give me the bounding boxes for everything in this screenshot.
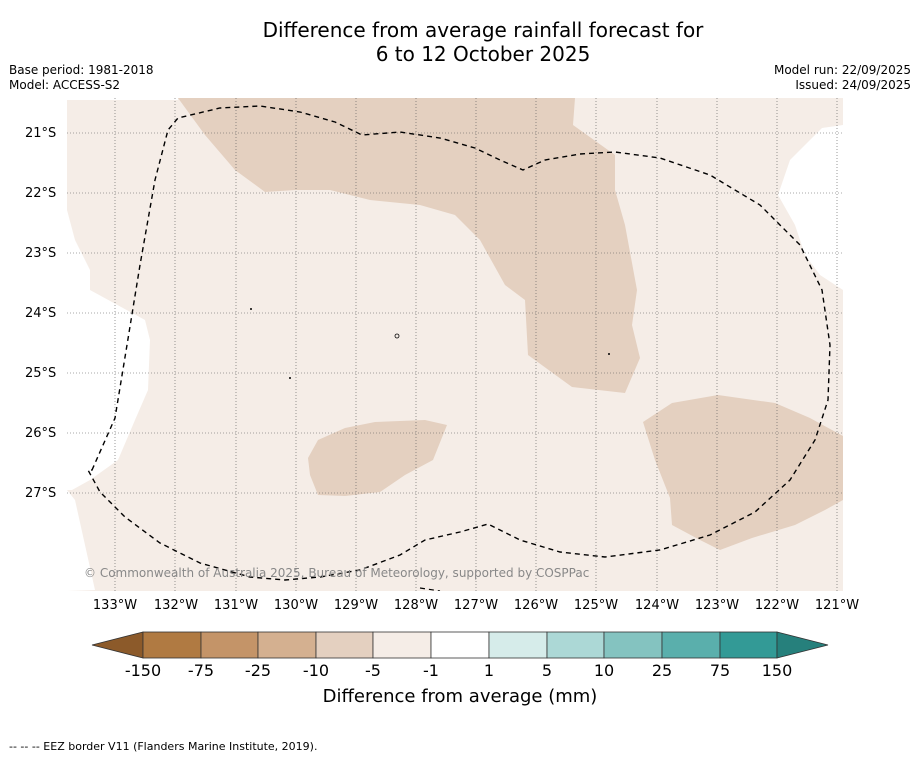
lat-label-22s: 22°S: [25, 186, 57, 201]
colorbar-label-10: 10: [593, 661, 615, 680]
colorbar-arrow-left: [91, 631, 144, 659]
model-name: Model: ACCESS-S2: [9, 78, 121, 92]
lon-label-126w: 126°W: [513, 598, 559, 613]
meta-right: Model run: 22/09/2025 Issued: 24/09/2025: [774, 63, 911, 93]
lon-label-129w: 129°W: [333, 598, 379, 613]
white-area-west-band: [67, 210, 150, 490]
colorbar-label-neg25: -25: [244, 661, 272, 680]
chart-title: Difference from average rainfall forecas…: [0, 18, 919, 66]
eez-border: [86, 105, 831, 581]
lon-label-128w: 128°W: [393, 598, 439, 613]
lon-label-122w: 122°W: [754, 598, 800, 613]
title-line-1: Difference from average rainfall forecas…: [262, 18, 704, 42]
colorbar-title: Difference from average (mm): [322, 686, 598, 707]
meta-left: Base period: 1981-2018 Model: ACCESS-S2: [9, 63, 154, 93]
lon-label-123w: 123°W: [694, 598, 740, 613]
colorbar-label-25: 25: [651, 661, 673, 680]
lat-label-27s: 27°S: [25, 486, 57, 501]
white-area-west: [67, 98, 178, 100]
colorbar-label-neg10: -10: [302, 661, 330, 680]
lon-label-131w: 131°W: [213, 598, 259, 613]
colorbar-segment-2: [200, 631, 259, 659]
title-line-2: 6 to 12 October 2025: [375, 42, 591, 66]
lon-label-125w: 125°W: [573, 598, 619, 613]
lat-label-26s: 26°S: [25, 426, 57, 441]
copyright-notice: © Commonwealth of Australia 2025, Bureau…: [84, 566, 590, 580]
white-area-east: [778, 98, 843, 290]
lon-label-130w: 130°W: [273, 598, 319, 613]
gridlines: [67, 98, 843, 591]
lat-label-23s: 23°S: [25, 246, 57, 261]
lon-label-124w: 124°W: [634, 598, 680, 613]
colorbar-label-1: 1: [483, 661, 495, 680]
lon-label-121w: 121°W: [814, 598, 860, 613]
lat-label-25s: 25°S: [25, 366, 57, 381]
colorbar-label-neg75: -75: [187, 661, 215, 680]
colorbar-label-150: 150: [761, 661, 793, 680]
base-period: Base period: 1981-2018: [9, 63, 154, 77]
colorbar-segment-3: [257, 631, 317, 659]
colorbar-segment-5: [372, 631, 432, 659]
lat-label-21s: 21°S: [25, 126, 57, 141]
colorbar-segment-9: [603, 631, 663, 659]
dry-patch-southeast: [643, 395, 843, 550]
island-3: [289, 377, 291, 379]
eez-footnote: -- -- -- EEZ border V11 (Flanders Marine…: [9, 740, 318, 753]
lon-label-127w: 127°W: [453, 598, 499, 613]
island-4: [608, 353, 610, 355]
colorbar-segment-7: [488, 631, 548, 659]
colorbar-label-75: 75: [709, 661, 731, 680]
lon-label-133w: 133°W: [92, 598, 138, 613]
colorbar-label-neg1: -1: [423, 661, 439, 680]
dry-patch-north: [178, 98, 640, 393]
island-1: [250, 308, 252, 310]
colorbar-label-5: 5: [541, 661, 553, 680]
eez-border-segment: [419, 587, 441, 591]
issued-date: Issued: 24/09/2025: [795, 78, 911, 92]
model-run: Model run: 22/09/2025: [773, 63, 911, 77]
colorbar-label-neg150: -150: [124, 661, 162, 680]
colorbar-label-neg5: -5: [365, 661, 381, 680]
lon-label-132w: 132°W: [153, 598, 199, 613]
colorbar-segment-8: [546, 631, 605, 659]
colorbar-segment-4: [315, 631, 374, 659]
lat-label-24s: 24°S: [25, 306, 57, 321]
colorbar-segment-11: [719, 631, 778, 659]
dry-patch-southwest: [308, 420, 447, 496]
colorbar-arrow-right: [776, 631, 829, 659]
white-area-southwest: [67, 490, 95, 591]
island-2: [394, 333, 400, 339]
colorbar-segment-10: [661, 631, 721, 659]
colorbar-segment-1: [142, 631, 202, 659]
colorbar-segment-6: [430, 631, 490, 659]
